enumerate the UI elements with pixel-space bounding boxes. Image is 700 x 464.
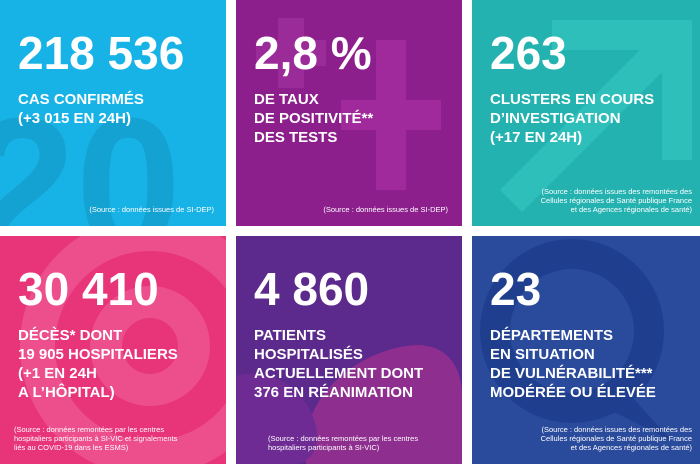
source-note: (Source : données issues des remontées d… [540,425,692,452]
blob-watermark-icon [236,345,462,464]
svg-text:20: 20 [0,79,181,226]
stat-label: DE TAUX DE POSITIVITÉ** DES TESTS [254,91,374,146]
source-note: (Source : données issues de SI-DEP) [323,205,448,214]
source-note: (Source : données issues des remontées d… [540,187,692,214]
speech-bubble-watermark-icon [480,239,672,441]
tile-deaths: 30 410 DÉCÈS* DONT 19 905 HOSPITALIERS (… [0,236,226,464]
tile-positivity-rate: 2,8 % DE TAUX DE POSITIVITÉ** DES TESTS … [236,0,462,226]
plus-minus-watermark-icon [256,18,441,190]
tile-confirmed-cases: 20 218 536 CAS CONFIRMÉS (+3 015 EN 24H)… [0,0,226,226]
source-note: (Source : données remontées par les cent… [268,434,419,452]
stat-number: 218 536 [18,27,185,79]
stat-number: 263 [490,27,567,79]
stat-label: PATIENTS HOSPITALISÉS ACTUELLEMENT DONT … [254,327,424,401]
stat-number: 23 [490,263,542,315]
source-note: (Source : données issues de SI-DEP) [89,205,214,214]
digits-watermark-icon: 20 [0,79,181,226]
stat-label: CLUSTERS EN COURS D’INVESTIGATION (+17 E… [490,91,655,146]
stat-label: CAS CONFIRMÉS (+3 015 EN 24H) [18,91,144,127]
stat-number: 30 410 [18,263,159,315]
stat-number: 4 860 [254,263,370,315]
stat-number: 2,8 % [254,27,372,79]
arrow-up-right-watermark-icon [500,20,692,212]
source-note: (Source : données remontées par les cent… [14,425,178,452]
tile-departments: 23 DÉPARTEMENTS EN SITUATION DE VULNÉRAB… [472,236,700,464]
tile-hospitalized: 4 860 PATIENTS HOSPITALISÉS ACTUELLEMENT… [236,236,462,464]
target-watermark-icon [20,236,226,464]
stat-label: DÉCÈS* DONT 19 905 HOSPITALIERS (+1 EN 2… [18,327,178,401]
stat-label: DÉPARTEMENTS EN SITUATION DE VULNÉRABILI… [490,327,656,401]
tile-clusters: 263 CLUSTERS EN COURS D’INVESTIGATION (+… [472,0,700,226]
